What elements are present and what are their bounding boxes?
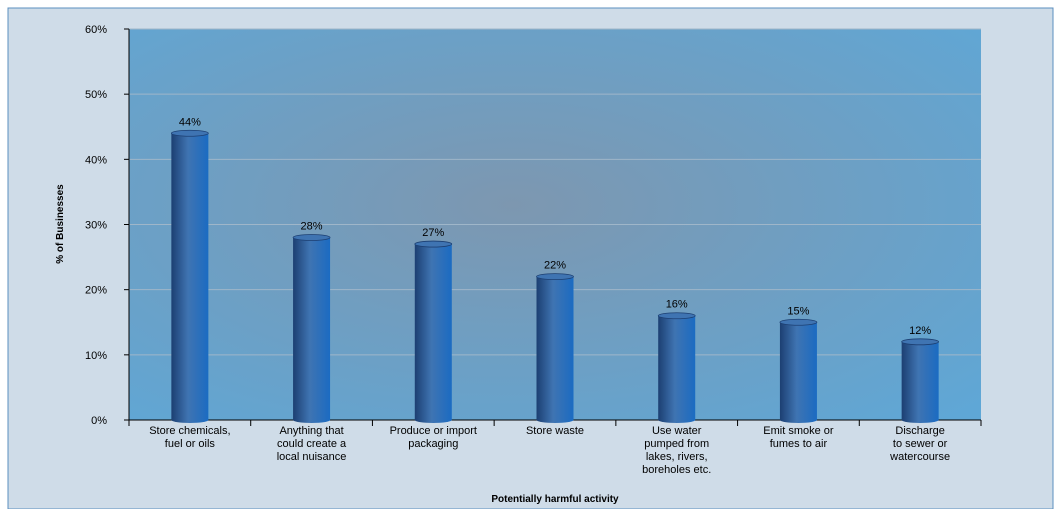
x-tick-label: Emit smoke or fumes to air (763, 425, 834, 450)
data-label: 12% (909, 325, 931, 337)
x-tick-label: Discharge to sewer or watercourse (889, 425, 950, 463)
bar-body (901, 341, 939, 423)
bar-top (170, 129, 209, 137)
y-tick-label: 50% (85, 89, 107, 101)
data-label: 15% (787, 305, 809, 317)
bar (657, 312, 696, 423)
x-tick-label: Store waste (526, 425, 584, 437)
bar (414, 240, 453, 423)
y-tick-label: 30% (85, 220, 107, 232)
data-label: 28% (301, 221, 323, 233)
bar (901, 338, 940, 423)
x-tick-label: Produce or import packaging (390, 425, 477, 450)
bar-body (536, 276, 574, 423)
bar-body (293, 237, 331, 423)
y-tick-label: 20% (85, 285, 107, 297)
bar (779, 318, 818, 423)
bar-top (414, 240, 453, 248)
bars (170, 129, 940, 423)
data-label: 44% (179, 116, 201, 128)
y-tick-label: 0% (91, 415, 107, 427)
bar (292, 234, 331, 423)
labels: 0% 10% 20% 30% 40% 50% 60% 44% Store chemicals, f… (85, 24, 950, 476)
data-label: 16% (666, 299, 688, 311)
bar-body (171, 133, 209, 423)
bar-top (536, 273, 574, 281)
y-tick-label: 40% (85, 154, 107, 166)
bar (536, 273, 574, 423)
data-label: 27% (422, 227, 444, 239)
bar (170, 129, 209, 423)
bar-body (414, 244, 452, 423)
bar-top (779, 318, 818, 326)
bar-body (779, 322, 817, 423)
x-tick-label: Use water pumped from lakes, rivers, boreho… (642, 425, 711, 476)
x-tick-label: Anything that could create a local nuisanc… (277, 425, 347, 463)
x-tick-label: Store chemicals, fuel or oils (149, 425, 230, 450)
y-tick-label: 60% (85, 24, 107, 36)
y-tick-label: 10% (85, 350, 107, 362)
data-label: 22% (544, 260, 566, 272)
y-axis-title: % of Businesses (55, 184, 66, 264)
bar-body (658, 315, 696, 423)
x-axis-title: Potentially harmful activity (491, 494, 619, 505)
bar-top (657, 312, 696, 320)
bar-top (292, 234, 331, 241)
bar-top (901, 338, 940, 346)
